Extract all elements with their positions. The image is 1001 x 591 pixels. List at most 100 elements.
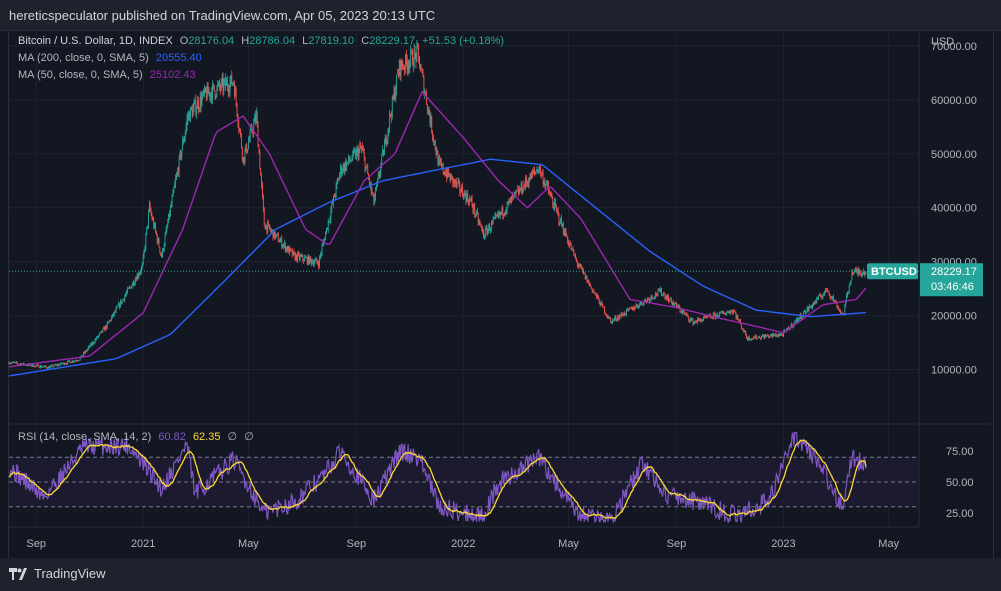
candle-body	[392, 96, 394, 99]
candle-body	[41, 366, 43, 368]
candle-body	[209, 92, 211, 98]
candle	[262, 181, 263, 200]
candle-body	[534, 171, 536, 173]
candle-body	[190, 107, 191, 121]
candle-body	[633, 307, 635, 310]
candle-body	[734, 311, 736, 314]
candle-body	[625, 314, 626, 316]
candle	[410, 44, 412, 68]
candle-body	[91, 342, 93, 346]
candle	[571, 248, 573, 251]
candle-body	[472, 205, 474, 211]
candle	[454, 178, 455, 188]
candle	[805, 311, 807, 315]
candle	[852, 269, 854, 276]
candle-body	[511, 196, 512, 203]
candle-body	[100, 330, 102, 333]
candle	[18, 363, 20, 365]
candle-body	[273, 229, 275, 239]
candle	[448, 168, 449, 178]
ma50-legend[interactable]: MA (50, close, 0, SMA, 5) 25102.43	[18, 69, 200, 81]
candle-body	[465, 194, 467, 202]
candle	[484, 226, 486, 240]
candle-body	[861, 273, 863, 275]
candle	[319, 255, 320, 269]
candle-body	[52, 365, 54, 367]
candle-body	[8, 362, 10, 365]
candle	[264, 224, 266, 230]
candle-body	[35, 365, 37, 367]
candle-body	[111, 317, 113, 321]
candle-body	[265, 225, 267, 230]
candle	[281, 235, 283, 250]
candle-body	[443, 172, 445, 174]
open-value: 28176.04	[188, 35, 235, 47]
candle	[217, 79, 219, 92]
candle	[576, 257, 577, 263]
candle	[256, 110, 258, 128]
candle	[247, 148, 248, 154]
ma200-legend[interactable]: MA (200, close, 0, SMA, 5) 20555.40	[18, 52, 206, 64]
candle	[746, 333, 748, 340]
candle-body	[685, 313, 687, 315]
candle	[515, 189, 517, 197]
symbol-title[interactable]: Bitcoin / U.S. Dollar, 1D, INDEX	[18, 35, 173, 47]
candle-body	[806, 307, 808, 312]
candle	[714, 311, 716, 320]
candle-body	[55, 364, 57, 366]
candle-body	[207, 85, 209, 94]
candle-body	[63, 362, 65, 365]
candle-body	[112, 314, 114, 316]
candle	[757, 336, 759, 339]
candle	[655, 292, 657, 297]
candle-body	[325, 232, 327, 240]
candle-body	[307, 256, 309, 264]
tradingview-brand[interactable]: TradingView	[9, 566, 106, 581]
candle-body	[654, 297, 655, 299]
candle	[428, 106, 430, 116]
candle-body	[319, 256, 320, 267]
candle	[278, 239, 280, 243]
time-axis-label: May	[558, 538, 579, 550]
candle-body	[594, 292, 596, 294]
candle-body	[66, 363, 68, 365]
candle-body	[543, 181, 545, 184]
candle-body	[199, 96, 201, 109]
candle-body	[503, 214, 505, 216]
candle-body	[602, 303, 604, 308]
candle	[141, 265, 142, 275]
candle-body	[661, 288, 662, 295]
candle	[399, 58, 401, 81]
candle	[566, 233, 568, 238]
candle-body	[622, 314, 624, 317]
candle	[151, 212, 153, 221]
candle-body	[776, 336, 778, 338]
candle	[213, 85, 215, 92]
candle-body	[148, 211, 149, 226]
candle	[117, 305, 119, 308]
rsi-legend[interactable]: RSI (14, close, SMA, 14, 2) 60.82 62.35 …	[18, 430, 258, 443]
candle	[333, 195, 334, 208]
candle	[188, 110, 190, 121]
candle	[149, 201, 151, 213]
candle-body	[106, 322, 108, 329]
candle-body	[326, 227, 328, 230]
candle-body	[580, 264, 582, 267]
candle-body	[560, 218, 562, 224]
candle-body	[127, 288, 128, 293]
candle	[665, 294, 667, 300]
candle-body	[855, 269, 857, 272]
candle-body	[186, 118, 188, 126]
candle-body	[81, 355, 83, 357]
candle	[502, 204, 504, 220]
candle-body	[344, 162, 346, 172]
candle	[817, 296, 819, 301]
candle-body	[43, 366, 45, 368]
candle-body	[758, 336, 760, 338]
candle	[815, 300, 817, 304]
candle-body	[144, 247, 146, 251]
candle	[173, 185, 175, 194]
candle-body	[686, 314, 688, 316]
candle-body	[747, 337, 748, 341]
